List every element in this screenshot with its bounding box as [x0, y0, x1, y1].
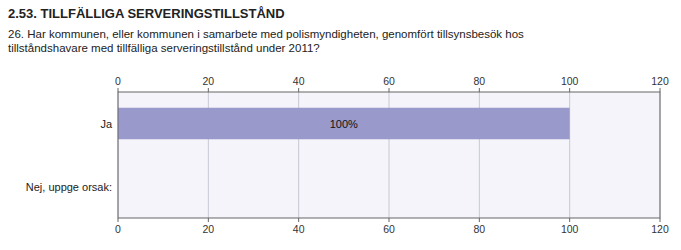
x-tick-top	[479, 88, 480, 92]
bars	[118, 108, 570, 140]
x-tick-label: 40	[293, 223, 305, 235]
data-label: 100%	[330, 118, 358, 130]
x-tick-top	[208, 88, 209, 92]
plot-background	[118, 92, 660, 218]
x-tick	[208, 218, 209, 222]
x-tick-label: 20	[202, 223, 214, 235]
x-tick-label: 100	[561, 223, 579, 235]
title: 2.53. TILLFÄLLIGA SERVERINGSTILLSTÅND	[8, 6, 285, 21]
x-tick	[118, 218, 119, 222]
x-tick-top	[389, 88, 390, 92]
x-tick-label-top: 40	[293, 75, 305, 87]
x-tick	[660, 218, 661, 222]
bar	[118, 108, 570, 140]
x-tick-label-top: 0	[115, 75, 121, 87]
x-tick	[479, 218, 480, 222]
x-tick-label-top: 20	[202, 75, 214, 87]
x-tick-label: 80	[473, 223, 485, 235]
x-tick	[569, 218, 570, 222]
x-tick	[389, 218, 390, 222]
x-tick-top	[569, 88, 570, 92]
x-tick-top	[660, 88, 661, 92]
plot-frame	[118, 92, 660, 218]
x-tick-label: 60	[383, 223, 395, 235]
x-tick-label-top: 100	[561, 75, 579, 87]
chart: 2.53. TILLFÄLLIGA SERVERINGSTILLSTÅND 26.…	[0, 0, 681, 250]
x-tick-label: 120	[651, 223, 669, 235]
y-tick-label: Nej, uppge orsak:	[26, 181, 112, 193]
y-tick-label: Ja	[100, 118, 113, 130]
x-tick-label-top: 120	[651, 75, 669, 87]
x-tick-label-top: 80	[473, 75, 485, 87]
x-tick-label-top: 60	[383, 75, 395, 87]
subtitle: 26. Har kommunen, eller kommunen i samar…	[8, 28, 524, 54]
x-tick-top	[298, 88, 299, 92]
x-tick-label: 0	[115, 223, 121, 235]
x-tick	[298, 218, 299, 222]
x-tick-top	[118, 88, 119, 92]
